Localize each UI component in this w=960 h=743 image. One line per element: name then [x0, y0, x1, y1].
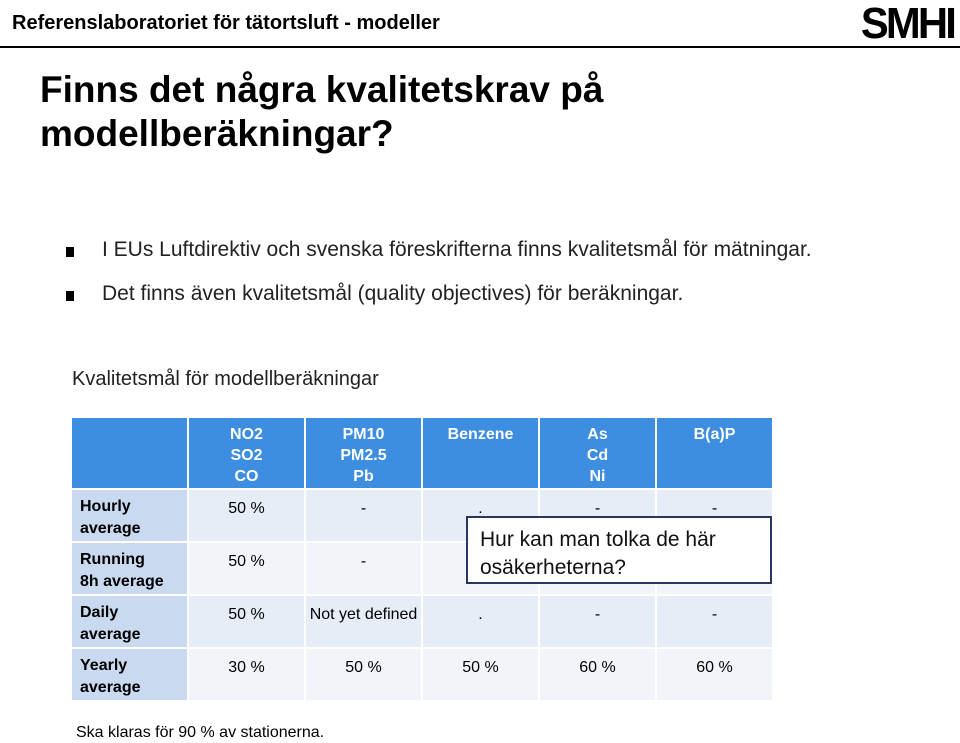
row-header-hourly: Hourly average: [72, 490, 189, 543]
column-header-no2-so2-co: NO2 SO2 CO: [189, 418, 306, 490]
column-header-line: PM2.5: [340, 447, 387, 464]
callout-line: osäkerheterna?: [480, 556, 626, 579]
bullet-text: Det finns även kvalitetsmål (quality obj…: [102, 282, 684, 305]
column-header-pm10-pm25-pb: PM10 PM2.5 Pb: [306, 418, 423, 490]
presentation-header-title: Referenslaboratoriet för tätortsluft - m…: [12, 12, 440, 34]
table-row-daily: Daily average 50 % Not yet defined . - -: [72, 596, 774, 649]
table-cell: 60 %: [540, 649, 657, 702]
table-cell: -: [306, 543, 423, 596]
column-header-line: Benzene: [447, 426, 514, 443]
quality-objectives-table: NO2 SO2 CO PM10 PM2.5 Pb Benzene As Cd N…: [72, 418, 774, 702]
table-cell: 50 %: [189, 490, 306, 543]
table-cell: -: [540, 596, 657, 649]
table-cell: -: [306, 490, 423, 543]
square-bullet-icon: [66, 247, 74, 257]
row-header-line: average: [80, 520, 141, 537]
column-header-line: Ni: [589, 468, 606, 485]
column-header-benzene: Benzene: [423, 418, 540, 490]
table-cell: -: [657, 596, 774, 649]
table-cell: 50 %: [306, 649, 423, 702]
bullet-item: I EUs Luftdirektiv och svenska föreskrif…: [66, 238, 926, 282]
callout-line: Hur kan man tolka de här: [480, 528, 716, 551]
row-header-line: average: [80, 626, 141, 643]
column-header-line: Pb: [353, 468, 374, 485]
column-header-line: Cd: [586, 447, 609, 464]
column-header-as-cd-ni: As Cd Ni: [540, 418, 657, 490]
row-header-line: Running: [80, 551, 145, 568]
table-cell: 50 %: [189, 543, 306, 596]
bullet-text: I EUs Luftdirektiv och svenska föreskrif…: [102, 238, 812, 261]
column-header-line: CO: [234, 468, 259, 485]
table-cell: 50 %: [423, 649, 540, 702]
column-header-line: B(a)P: [693, 426, 736, 443]
bullet-list: I EUs Luftdirektiv och svenska föreskrif…: [66, 238, 926, 326]
table-cell: 60 %: [657, 649, 774, 702]
row-header-line: Hourly: [80, 498, 131, 515]
square-bullet-icon: [66, 291, 74, 301]
header-divider: [0, 46, 960, 48]
bullet-item: Det finns även kvalitetsmål (quality obj…: [66, 282, 926, 326]
row-header-line: 8h average: [80, 573, 164, 590]
callout-box: Hur kan man tolka de här osäkerheterna?: [466, 516, 772, 584]
row-header-yearly: Yearly average: [72, 649, 189, 702]
table-corner-cell: [72, 418, 189, 490]
smhi-logo: SMHI: [860, 0, 957, 48]
slide-title: Finns det några kvalitetskrav på modellb…: [40, 69, 604, 154]
row-header-daily: Daily average: [72, 596, 189, 649]
row-header-line: Daily: [80, 604, 119, 621]
table-cell: 30 %: [189, 649, 306, 702]
table-header-row: NO2 SO2 CO PM10 PM2.5 Pb Benzene As Cd N…: [72, 418, 774, 490]
column-header-line: As: [587, 426, 608, 443]
table-cell: Not yet defined: [306, 596, 423, 649]
table-cell: .: [423, 596, 540, 649]
footnote: Ska klaras för 90 % av stationerna.: [76, 724, 325, 741]
table-row-yearly: Yearly average 30 % 50 % 50 % 60 % 60 %: [72, 649, 774, 702]
column-header-line: SO2: [230, 447, 263, 464]
row-header-line: Yearly: [80, 657, 128, 674]
column-header-bap: B(a)P: [657, 418, 774, 490]
table-cell: 50 %: [189, 596, 306, 649]
table-heading: Kvalitetsmål för modellberäkningar: [72, 368, 379, 390]
row-header-running-8h: Running 8h average: [72, 543, 189, 596]
column-header-line: NO2: [230, 426, 263, 443]
row-header-line: average: [80, 679, 141, 696]
column-header-line: PM10: [342, 426, 385, 443]
